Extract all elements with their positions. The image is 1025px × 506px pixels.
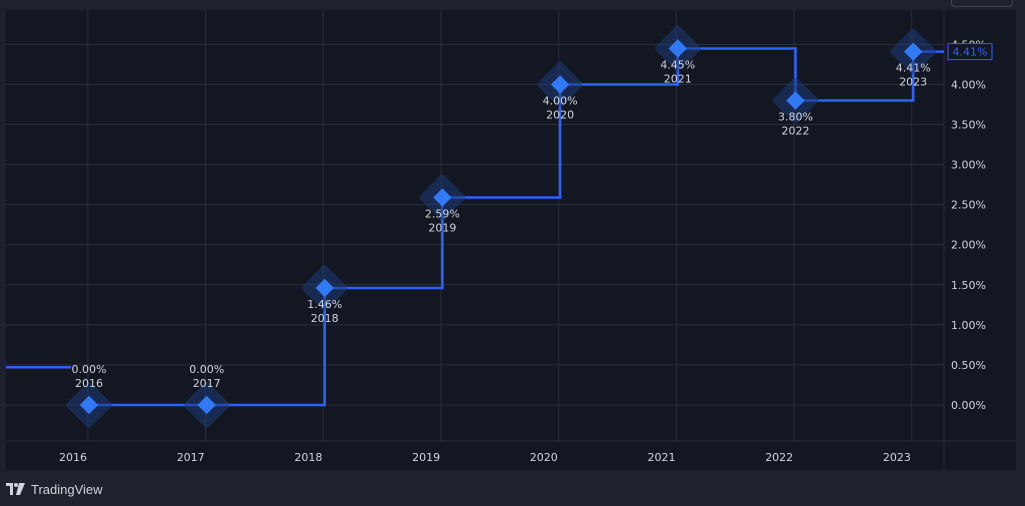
data-label-year: 2018	[311, 312, 339, 325]
data-point-marker	[668, 39, 687, 58]
y-tick-label: 3.00%	[951, 159, 986, 172]
x-tick-label: 2022	[765, 451, 793, 464]
data-point-marker	[79, 395, 99, 415]
last-value-box	[947, 43, 993, 61]
data-label-year: 2023	[899, 76, 927, 89]
plot-background	[6, 10, 1016, 470]
series-step-line	[6, 47, 944, 407]
x-tick-label: 2016	[59, 451, 87, 464]
data-label-value: 1.46%	[307, 298, 342, 311]
x-tick-label: 2020	[530, 451, 558, 464]
y-tick-label: 1.50%	[951, 279, 986, 292]
chart-svg: 0.00% 0.50% 1.00% 1.50% 2.00% 2.50% 3.00% 3.50%…	[6, 10, 1016, 470]
corner-control-button[interactable]	[951, 0, 1013, 7]
data-point-marker	[197, 395, 216, 415]
data-label-value: 3.80%	[778, 111, 813, 124]
y-tick-label: 2.50%	[951, 199, 986, 212]
y-tick-label: 0.50%	[951, 359, 986, 372]
y-tick-label: 4.00%	[951, 79, 986, 92]
data-label-year: 2020	[546, 109, 574, 122]
data-point-marker	[550, 75, 570, 94]
y-tick-label: 2.00%	[951, 239, 986, 252]
data-point-marker	[786, 91, 805, 110]
data-point-marker	[904, 42, 923, 61]
data-label-value: 0.00%	[72, 363, 107, 376]
x-tick-label: 2019	[412, 451, 440, 464]
data-label-value: 4.41%	[896, 62, 931, 75]
last-value-label: 4.41%	[953, 46, 988, 59]
tradingview-logo-icon[interactable]	[6, 483, 26, 495]
data-point-marker	[315, 278, 334, 298]
footer: TradingView	[6, 479, 103, 499]
data-label-year: 2021	[664, 72, 692, 85]
x-tick-label: 2021	[648, 451, 676, 464]
y-tick-label: 0.00%	[951, 399, 986, 412]
data-label-year: 2019	[428, 221, 456, 234]
brand-label[interactable]: TradingView	[31, 481, 103, 497]
y-tick-label: 1.00%	[951, 319, 986, 332]
x-tick-label: 2023	[883, 451, 911, 464]
x-tick-label: 2018	[294, 451, 322, 464]
y-tick-label: 3.50%	[951, 119, 986, 132]
x-tick-label: 2017	[177, 451, 205, 464]
data-label-year: 2016	[75, 377, 103, 390]
data-label-value: 2.59%	[425, 207, 460, 220]
data-label-year: 2017	[193, 377, 221, 390]
data-label-value: 4.45%	[660, 58, 695, 71]
data-label-value: 0.00%	[189, 363, 224, 376]
data-point-marker	[433, 188, 452, 207]
data-label-year: 2022	[782, 125, 810, 138]
data-label-value: 4.00%	[543, 95, 578, 108]
